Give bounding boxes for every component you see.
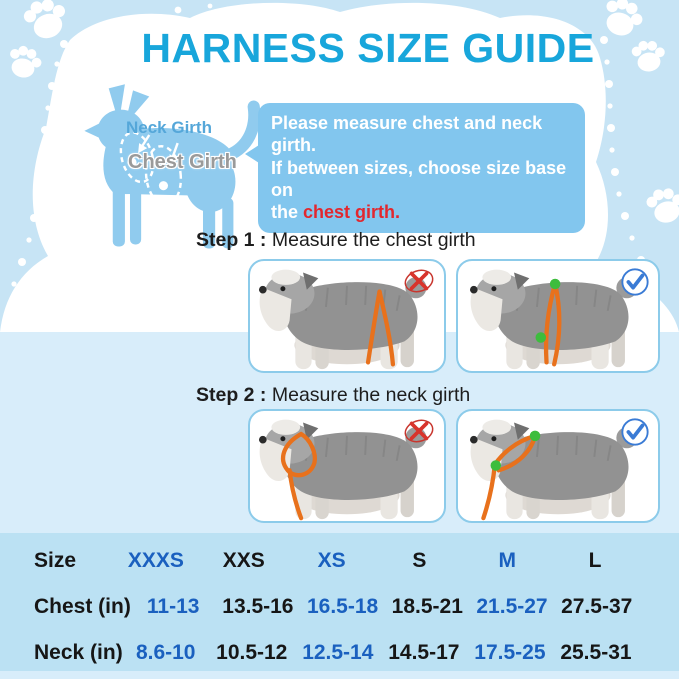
step1-text: Measure the chest girth [271,229,476,251]
step2-wrong-photo [248,409,446,523]
neck-row-label: Neck (in) [34,641,123,664]
neck-girth-label: Neck Girth [126,118,212,137]
size-header-row: Size XXXS XXS XS S M L [0,540,679,582]
chest-xxxs: 11-13 [146,595,200,618]
neck-m: 17.5-25 [474,641,546,664]
girth-dashed-ellipses [119,131,183,207]
step1-wrong-photo [248,259,446,373]
neck-l: 25.5-31 [560,641,632,664]
x-mark-icon [404,419,434,443]
size-s: S [412,549,427,572]
tape-wrong-chest [365,289,396,367]
chest-l: 27.5-37 [561,595,633,618]
dog-silhouette-icon [84,84,261,249]
chest-row-label: Chest (in) [34,595,131,618]
neck-xxs: 10.5-12 [216,641,288,664]
step2-text: Measure the neck girth [271,384,471,406]
note-line2: If between sizes, choose size base on [271,157,567,200]
note-chest-girth-highlight: chest girth. [303,202,401,223]
neck-xxxs: 8.6-10 [135,641,196,664]
page-title: HARNESS SIZE GUIDE [141,25,595,71]
check-mark-icon [621,418,649,446]
step1-label: Step 1 : Measure the chest girth [196,229,476,252]
step1-number: Step 1 : [196,229,267,251]
chest-xs: 16.5-18 [306,595,379,618]
neck-row: Neck (in) 8.6-10 10.5-12 12.5-14 14.5-17… [0,632,679,674]
size-table: Size XXXS XXS XS S M L Chest (in) 11-13 … [0,533,679,678]
step2-label: Step 2 : Measure the neck girth [196,384,470,407]
tape-correct-chest [543,281,562,367]
neck-xs: 12.5-14 [302,641,374,664]
chest-girth-label: Chest Girth [128,151,237,173]
cloud-edge-dots [11,3,655,287]
x-mark-icon [404,269,434,293]
bubble-tail [245,145,259,163]
neck-s: 14.5-17 [388,641,460,664]
size-l: L [588,549,602,572]
measurement-note-bubble: Please measure chest and neck girth. If … [245,103,585,233]
check-mark-icon [621,268,649,296]
tape-wrong-neck [281,431,317,521]
chest-s: 18.5-21 [391,595,463,618]
note-line1: Please measure chest and neck girth. [271,113,543,156]
pointer-arrows [138,134,179,165]
size-xxxs: XXXS [127,549,184,572]
note-line3-prefix: the [271,202,304,223]
step1-right-photo [456,259,660,373]
step2-number: Step 2 : [196,384,267,406]
size-m: M [498,549,516,572]
size-header-label: Size [34,549,77,572]
step2-right-photo [456,409,660,523]
chest-m: 21.5-27 [476,595,548,618]
chest-xxs: 13.5-16 [222,595,294,618]
size-xxs: XXS [222,549,265,572]
chest-row: Chest (in) 11-13 13.5-16 16.5-18 18.5-21… [0,586,679,628]
measuring-diagram: Neck Girth Chest Girth [58,84,276,262]
bottom-strip [0,671,679,679]
size-xs: XS [317,549,346,572]
